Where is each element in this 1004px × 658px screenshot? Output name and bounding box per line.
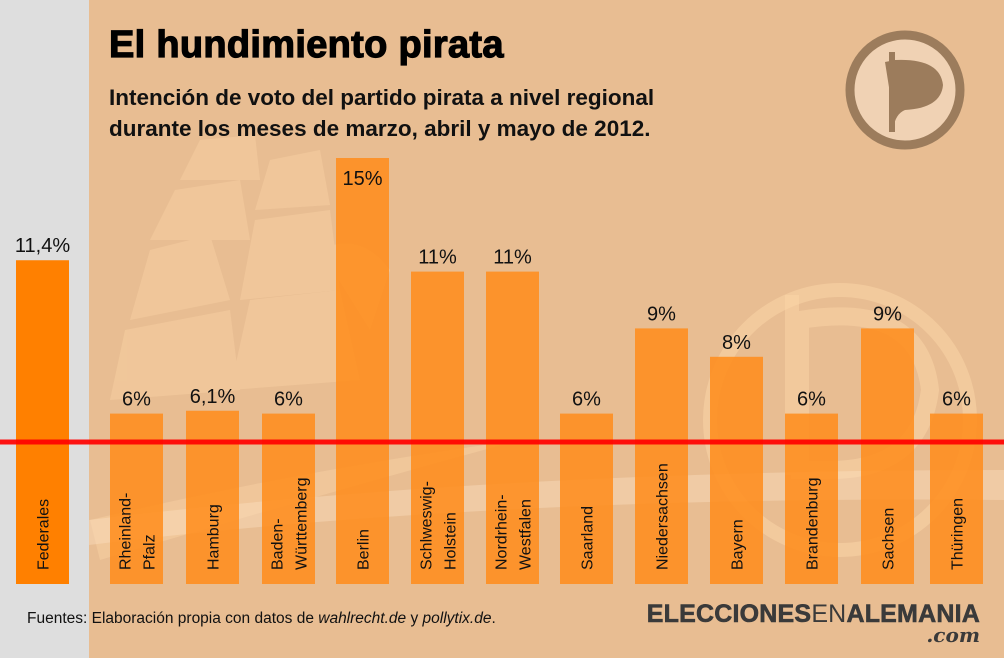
chart-subtitle: Intención de voto del partido pirata a n… (109, 82, 749, 144)
chart-title: El hundimiento pirata (108, 23, 504, 66)
category-label: Hamburg (206, 504, 223, 570)
category-label: Federales (36, 499, 53, 570)
category-label-line: Westfalen (518, 499, 535, 570)
threshold-line (0, 439, 1004, 445)
category-label: Brandenburg (805, 477, 822, 570)
subtitle-line-2: durante los meses de marzo, abril y mayo… (109, 116, 651, 141)
category-label: Rheinland- Pfalz (118, 493, 159, 570)
source-link-pollytix[interactable]: pollytix.de (422, 610, 492, 627)
source-note: Fuentes: Elaboración propia con datos de… (27, 610, 496, 628)
brand-part-1: ELECCIONES (646, 600, 812, 629)
category-label-line: Berlin (356, 529, 373, 570)
subtitle-line-1: Intención de voto del partido pirata a n… (109, 85, 655, 110)
value-label: 11% (493, 247, 532, 269)
category-label-line: Württemberg (294, 478, 311, 570)
value-label: 15% (342, 168, 382, 190)
category-label-line: Pfalz (142, 534, 159, 570)
source-mid: y (406, 610, 423, 627)
source-link-wahlrecht[interactable]: wahlrecht.de (318, 610, 407, 627)
brand-name: ELECCIONESENALEMANIA (646, 600, 980, 629)
category-label-line: Niedersachsen (655, 463, 672, 570)
category-label-line: Nordrhein- (494, 494, 511, 570)
bar-berlin (336, 158, 389, 584)
value-label: 6% (797, 389, 826, 411)
pirate-party-flag-icon (845, 30, 965, 150)
value-label: 9% (873, 303, 902, 325)
category-label: Saarland (580, 506, 597, 570)
brand-part-3: ALEMANIA (846, 600, 980, 629)
bar-nordrheinwestfalen (486, 271, 539, 584)
bar-federales (16, 260, 69, 584)
category-label: Sachsen (881, 508, 898, 570)
category-label: Thüringen (950, 498, 967, 570)
value-label: 11% (418, 247, 457, 269)
bar-sachsen (861, 328, 914, 584)
category-label: Niedersachsen (655, 463, 672, 570)
value-label: 6,1% (190, 386, 236, 408)
category-label-line: Sachsen (881, 508, 898, 570)
bar-niedersachsen (635, 328, 688, 584)
source-suffix: . (491, 610, 496, 627)
category-label-line: Saarland (580, 506, 597, 570)
brand-logo[interactable]: ELECCIONESENALEMANIA .com (646, 600, 980, 647)
category-label-line: Thüringen (950, 498, 967, 570)
brand-part-2: EN (811, 600, 847, 628)
source-prefix: Fuentes: Elaboración propia con datos de (27, 610, 319, 627)
category-label-line: Brandenburg (805, 477, 822, 570)
category-label-line: Bayern (730, 519, 747, 570)
bar-bayern (710, 356, 763, 584)
category-label-line: Rheinland- (118, 493, 135, 570)
category-label-line: Federales (36, 499, 53, 570)
category-label: Berlin (356, 529, 373, 570)
brand-tld: .com (926, 623, 980, 647)
value-label: 11,4% (15, 235, 70, 257)
value-label: 6% (274, 389, 303, 411)
bar-schlweswigholstein (411, 271, 464, 584)
category-label: Nordrhein- Westfalen (494, 494, 535, 570)
category-label-line: Hamburg (206, 504, 223, 570)
value-label: 6% (572, 389, 601, 411)
category-label-line: Holstein (443, 512, 460, 570)
value-label: 6% (122, 389, 151, 411)
value-label: 9% (647, 303, 676, 325)
category-label: Baden- Württemberg (270, 478, 311, 570)
category-label-line: Baden- (270, 518, 287, 570)
swoosh-watermark (89, 470, 1004, 545)
category-label: Schlweswig- Holstein (419, 481, 460, 570)
category-label-line: Schlweswig- (419, 481, 436, 570)
value-label: 6% (942, 389, 971, 411)
value-label: 8% (722, 332, 751, 354)
category-label: Bayern (730, 519, 747, 570)
